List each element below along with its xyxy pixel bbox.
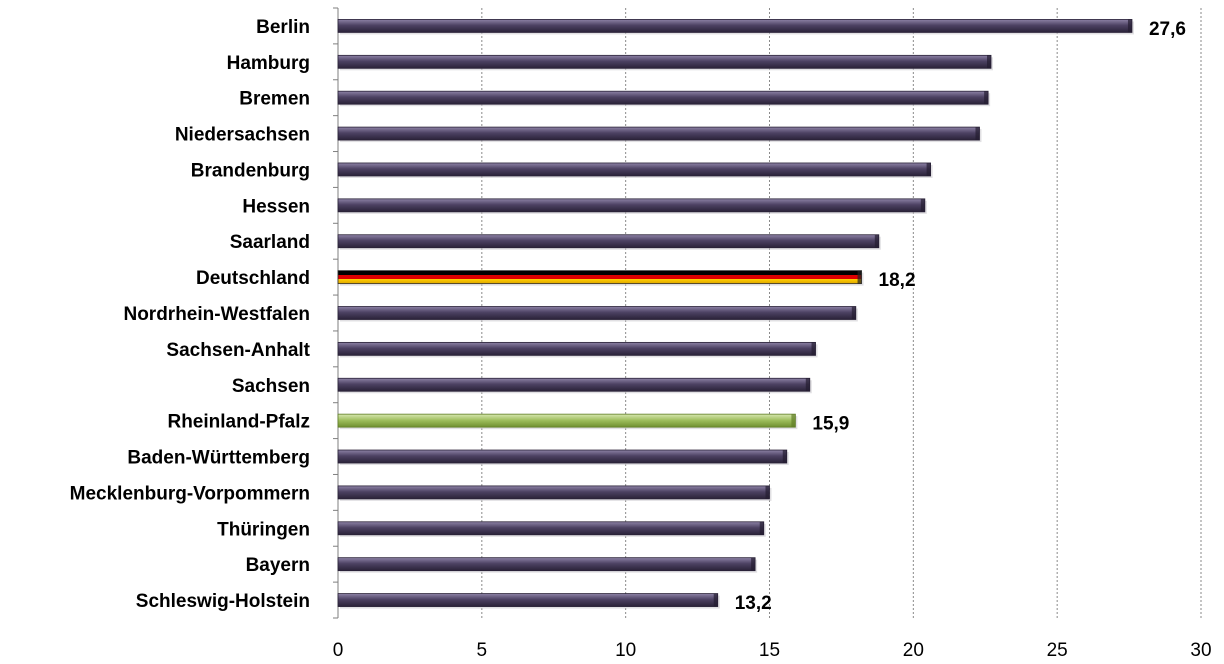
category-label-nordrhein-westfalen: Nordrhein-Westfalen [123,304,310,325]
bar-end-cap [975,127,980,141]
bar-end-cap [926,162,931,176]
bar-brandenburg [337,162,931,177]
category-label-bremen: Bremen [239,89,310,110]
category-label-mecklenburg-vorpommern: Mecklenburg-Vorpommern [70,483,310,504]
bar-end-cap [751,557,756,571]
data-label-schleswig-holstein: 13,2 [735,593,772,614]
x-axis-ticks: 0 5 10 15 20 25 30 [333,640,1212,661]
bar-berlin [337,19,1133,33]
bar-sachsen [337,377,811,392]
bar-end-cap [791,414,796,428]
bar-end-cap [713,593,718,607]
gridlines [333,7,1202,619]
data-label-deutschland: 18,2 [879,270,916,291]
data-label-berlin: 27,6 [1149,19,1186,40]
bar-end-cap [1127,19,1132,33]
bar-saarland [337,234,880,249]
bar-hessen [337,198,926,213]
bar-bremen [337,90,989,105]
bar-rheinland-pfalz [337,413,796,428]
bar-end-cap [782,450,787,464]
category-label-baden-wurttemberg: Baden-Württemberg [127,448,310,469]
bar-nordrhein-westfalen [337,306,857,320]
category-label-rheinland-pfalz: Rheinland-Pfalz [167,412,310,433]
category-label-brandenburg: Brandenburg [191,160,310,181]
bar-end-cap [765,485,770,499]
bar-end-cap [987,55,992,69]
bar-thuringen [337,521,765,536]
category-label-sachsen: Sachsen [232,376,310,397]
bar-baden-wurttemberg [337,449,788,464]
bar-end-cap [851,306,856,320]
x-tick-label-25: 25 [1047,640,1068,661]
x-tick-label-30: 30 [1190,640,1211,661]
bar-hamburg [337,54,992,69]
category-label-hamburg: Hamburg [227,53,310,74]
category-label-schleswig-holstein: Schleswig-Holstein [136,591,310,612]
bar-end-cap [811,342,816,356]
bar-end-cap [920,198,925,212]
bar-sachsen-anhalt [337,341,816,356]
category-label-berlin: Berlin [256,17,310,38]
bar-bayern [337,557,756,572]
x-tick-label-20: 20 [903,640,924,661]
bar-end-cap [874,234,879,248]
category-label-niedersachsen: Niedersachsen [175,125,310,146]
bar-end-cap [857,270,862,284]
bar-end-cap [984,91,989,105]
x-tick-label-15: 15 [759,640,780,661]
category-label-sachsen-anhalt: Sachsen-Anhalt [166,340,310,361]
bar-end-cap [759,521,764,535]
category-label-hessen: Hessen [242,196,310,217]
category-label-thuringen: Thüringen [217,519,310,540]
category-label-saarland: Saarland [230,232,310,253]
data-labels: 27,6 18,2 15,9 13,2 [735,19,1186,614]
x-tick-label-10: 10 [615,640,636,661]
bar-schleswig-holstein [337,593,719,607]
category-label-bayern: Bayern [246,555,310,576]
bar-end-cap [805,378,810,392]
bars [337,19,1134,609]
bar-niedersachsen [337,126,980,141]
data-label-rheinland-pfalz: 15,9 [812,414,849,435]
bar-deutschland [337,270,862,285]
category-labels: Berlin Hamburg Bremen Niedersachsen Brandenb… [70,17,311,612]
category-label-deutschland: Deutschland [196,268,310,289]
bar-mecklenburg-vorpommern [337,485,770,500]
x-tick-label-5: 5 [477,640,488,661]
x-tick-label-0: 0 [333,640,344,661]
